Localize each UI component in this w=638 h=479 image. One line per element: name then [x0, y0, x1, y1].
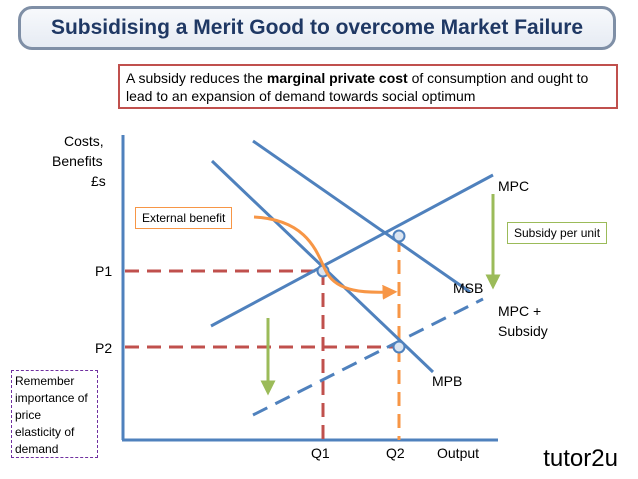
- curve-label-mpc-subsidy-line1: MPC +: [498, 303, 542, 319]
- orange-curved-arrow-icon: [253, 215, 398, 300]
- remember-line: elasticity of: [15, 425, 75, 439]
- title-box: Subsidising a Merit Good to overcome Mar…: [18, 6, 616, 50]
- tutor2u-logo: tutor2u: [543, 445, 618, 473]
- curve-label-mpb: MPB: [432, 373, 463, 389]
- curve-label-mpc-subsidy-line2: Subsidy: [498, 323, 548, 339]
- remember-line: Remember: [15, 374, 75, 388]
- mpc-curve: [210, 173, 494, 328]
- note-text-bold: marginal private cost: [266, 70, 408, 86]
- quantity-label-q1: Q1: [311, 445, 330, 461]
- logo-u: u: [604, 445, 618, 472]
- equilibrium-point-2: [392, 340, 406, 354]
- subsidy-per-unit-callout: Subsidy per unit: [507, 222, 608, 244]
- logo-text: tutor: [543, 445, 592, 472]
- remember-line: price: [15, 408, 42, 422]
- curve-label-msb: MSB: [453, 280, 484, 296]
- logo-digit: 2: [591, 445, 605, 472]
- y-axis-label-costs: Costs,: [64, 133, 104, 149]
- mpc-subsidy-curve: [252, 297, 484, 417]
- quantity-label-q2: Q2: [386, 445, 405, 461]
- remember-note-box: Remember importance of price elasticity …: [11, 370, 98, 458]
- msb-curve: [252, 139, 471, 294]
- curve-label-mpc: MPC: [498, 178, 530, 194]
- social-optimum-point: [392, 229, 406, 243]
- note-text-after: of consumption and ought to lead to an e…: [126, 70, 589, 104]
- page-title: Subsidising a Merit Good to overcome Mar…: [50, 16, 584, 39]
- price-label-p1: P1: [95, 263, 113, 279]
- y-axis-label-benefits: Benefits: [52, 153, 103, 169]
- remember-line: importance of: [15, 391, 88, 405]
- remember-line: demand: [15, 442, 59, 456]
- note-text-before: A subsidy reduces the: [126, 70, 267, 86]
- y-axis-label-currency: £s: [91, 173, 106, 189]
- note-box: A subsidy reduces the marginal private c…: [118, 64, 618, 109]
- x-axis-label-output: Output: [437, 445, 480, 461]
- external-benefit-callout: External benefit: [135, 207, 233, 229]
- price-label-p2: P2: [95, 340, 113, 356]
